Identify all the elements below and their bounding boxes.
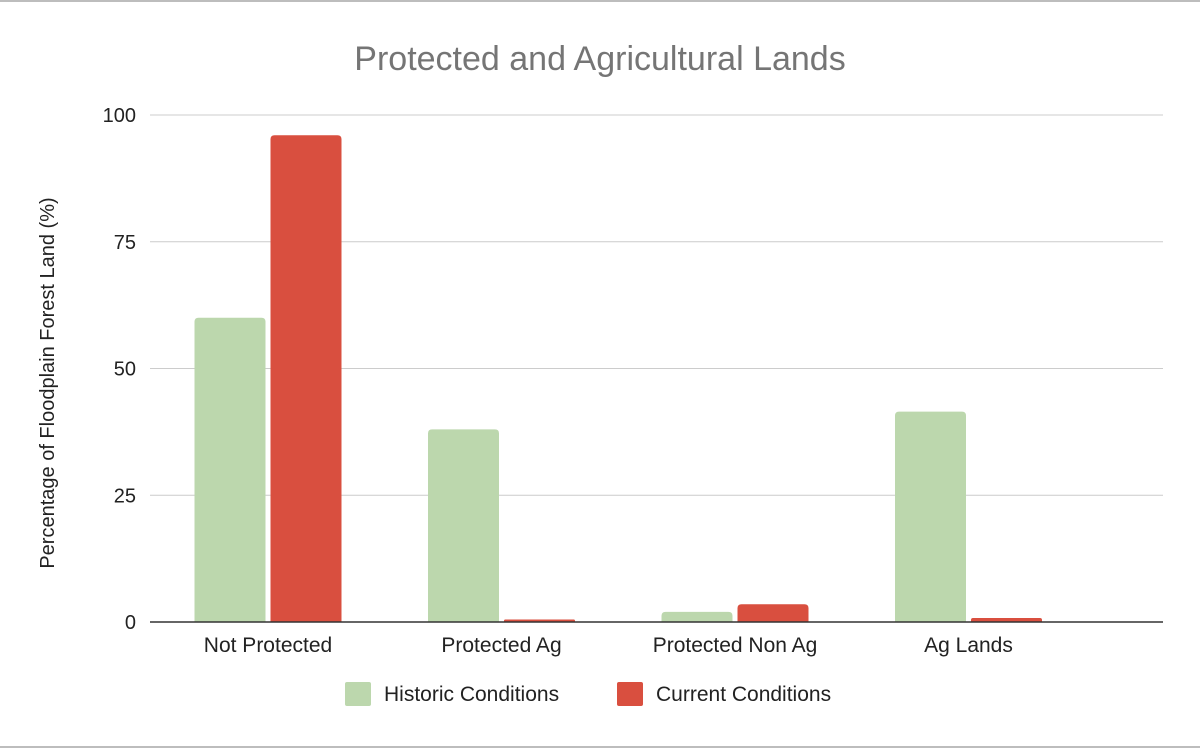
bar-current: [737, 604, 809, 622]
y-tick-label: 100: [103, 105, 136, 127]
y-tick-label: 50: [114, 359, 136, 381]
legend-swatch: [345, 682, 371, 706]
bar-historic: [428, 429, 499, 622]
y-tick-label: 25: [114, 485, 136, 507]
category-label: Ag Lands: [924, 634, 1013, 657]
category-label: Protected Ag: [441, 634, 561, 657]
y-tick-labels: 0 25 50 75 100: [103, 105, 136, 634]
bar-current: [971, 617, 1042, 622]
category-labels: Not Protected Protected Ag Protected Non A…: [204, 634, 1013, 657]
category-label: Protected Non Ag: [653, 634, 818, 657]
bar-historic: [194, 317, 266, 622]
legend: Historic Conditions Current Conditions: [345, 682, 831, 706]
bar-historic: [895, 411, 966, 622]
chart-title: Protected and Agricultural Lands: [354, 40, 845, 78]
y-axis-label: Percentage of Floodplain Forest Land (%): [37, 197, 59, 568]
bar-historic: [661, 611, 733, 622]
y-tick-label: 75: [114, 232, 136, 254]
legend-label: Historic Conditions: [384, 683, 559, 706]
bar-current: [270, 135, 342, 622]
legend-swatch: [617, 682, 643, 706]
y-tick-label: 0: [125, 612, 136, 634]
legend-label: Current Conditions: [656, 683, 831, 706]
bars: [194, 135, 1042, 622]
category-label: Not Protected: [204, 634, 332, 657]
